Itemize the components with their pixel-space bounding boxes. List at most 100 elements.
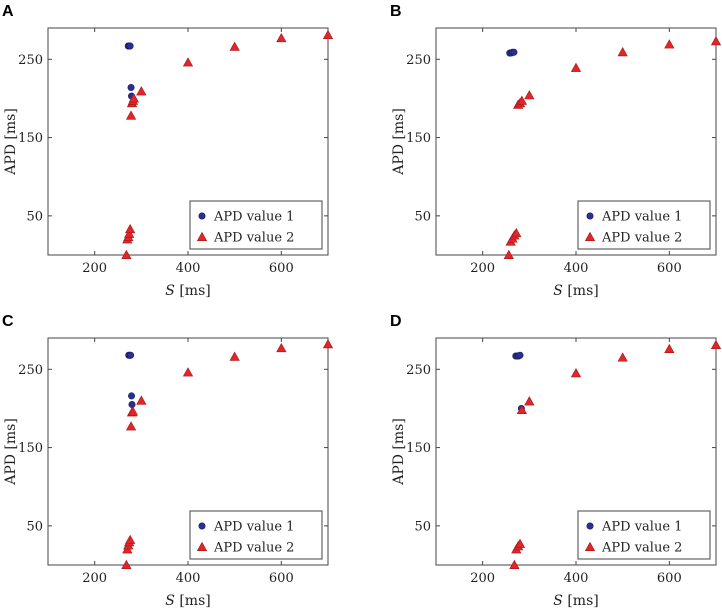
data-point-triangle (182, 367, 194, 377)
legend: APD value 1 APD value 2 (189, 510, 323, 560)
y-axis-label: APD [ms] (3, 108, 19, 176)
x-axis-unit: [ms] (563, 283, 599, 299)
data-point-circle (128, 392, 136, 400)
series-2 (503, 36, 722, 259)
y-tick-label: 50 (26, 519, 43, 534)
y-tick-label: 250 (18, 53, 43, 68)
data-point-triangle (276, 32, 287, 43)
data-point-triangle (322, 29, 334, 40)
legend-label: APD value 2 (601, 231, 682, 246)
panel-a: A 200 400 600 50 150 250 S [ms] APD [ms] APD valu… (2, 3, 334, 299)
y-tick-label: 50 (26, 209, 43, 224)
x-tick-label: 400 (176, 571, 201, 586)
data-point-triangle (524, 90, 535, 100)
legend-label: APD value 1 (213, 520, 294, 535)
legend-label: APD value 1 (213, 210, 294, 225)
x-tick-label: 600 (269, 571, 294, 586)
data-point-triangle (121, 249, 132, 259)
x-axis-symbol: S (165, 283, 175, 299)
y-tick-label: 150 (18, 131, 43, 146)
legend-box (577, 200, 711, 250)
series-2 (121, 339, 334, 569)
data-point-triangle (514, 538, 526, 548)
data-point-triangle (125, 421, 137, 431)
data-point-triangle (127, 406, 139, 416)
data-point-triangle (136, 86, 147, 96)
data-point-triangle (570, 368, 582, 378)
legend-marker-circle (586, 522, 594, 530)
legend-marker-circle (586, 212, 594, 220)
data-point-triangle (229, 351, 240, 361)
x-axis-label: S [ms] (165, 593, 210, 609)
data-point-triangle (182, 57, 194, 67)
x-tick-label: 200 (470, 261, 495, 276)
data-point-triangle (710, 339, 722, 350)
series-1 (124, 42, 136, 100)
data-point-triangle (516, 404, 527, 414)
data-point-triangle (125, 110, 137, 120)
y-tick-label: 50 (414, 519, 431, 534)
data-point-triangle (664, 343, 675, 353)
y-tick-label: 150 (18, 441, 43, 456)
y-tick-label: 150 (406, 441, 431, 456)
data-point-triangle (509, 559, 520, 569)
x-tick-label: 200 (82, 261, 107, 276)
panel-letter: A (2, 3, 14, 20)
data-point-triangle (664, 39, 675, 49)
legend-marker-triangle (196, 541, 208, 551)
x-axis-label: S [ms] (165, 283, 210, 299)
x-tick-label: 600 (269, 261, 294, 276)
y-tick-label: 50 (414, 209, 431, 224)
data-point-triangle (503, 249, 514, 259)
x-tick-label: 400 (176, 261, 201, 276)
y-axis-label: APD [ms] (391, 418, 407, 486)
series-1 (125, 351, 136, 409)
legend-label: APD value 1 (601, 520, 682, 535)
x-axis-unit: [ms] (175, 593, 211, 609)
panel-letter: B (390, 3, 402, 20)
data-point-triangle (322, 339, 334, 349)
data-point-triangle (511, 227, 522, 238)
y-axis-label: APD [ms] (391, 108, 407, 176)
legend-marker-circle (198, 212, 206, 220)
series-2 (509, 339, 722, 569)
panel-letter: C (2, 313, 14, 330)
data-point-triangle (516, 95, 527, 105)
panel-b: B 200 400 600 50 150 250 S [ms] APD [ms] APD valu… (390, 3, 722, 299)
data-point-circle (510, 48, 518, 56)
legend: APD value 1 APD value 2 (189, 200, 323, 250)
panel-c: C 200 400 600 50 150 250 S [ms] APD [ms] APD valu… (2, 313, 334, 609)
data-point-triangle (524, 396, 535, 406)
x-tick-label: 200 (470, 571, 495, 586)
data-point-circle (126, 42, 134, 50)
data-point-triangle (229, 41, 240, 51)
panel-d: D 200 400 600 50 150 250 S [ms] APD [ms] APD valu… (390, 313, 722, 609)
y-axis-label: APD [ms] (3, 418, 19, 486)
data-point-triangle (125, 534, 136, 544)
series-1 (506, 48, 518, 57)
data-point-circle (127, 83, 135, 91)
data-point-triangle (125, 223, 136, 234)
data-point-triangle (121, 559, 132, 569)
y-tick-label: 250 (18, 363, 43, 378)
data-point-triangle (617, 352, 628, 362)
x-tick-label: 600 (657, 571, 682, 586)
legend-marker-triangle (584, 231, 596, 241)
legend-label: APD value 2 (213, 231, 294, 246)
x-tick-label: 200 (82, 571, 107, 586)
legend-box (189, 510, 323, 560)
data-point-circle (516, 351, 524, 359)
data-point-triangle (128, 93, 139, 103)
data-point-triangle (276, 342, 287, 353)
data-point-circle (127, 351, 135, 359)
legend-marker-circle (198, 522, 206, 530)
data-point-triangle (124, 228, 135, 238)
x-axis-symbol: S (553, 593, 563, 609)
x-tick-label: 400 (564, 571, 589, 586)
data-point-triangle (136, 395, 147, 405)
legend-box (189, 200, 323, 250)
x-axis-unit: [ms] (563, 593, 599, 609)
data-point-triangle (710, 36, 722, 46)
x-axis-label: S [ms] (553, 283, 598, 299)
